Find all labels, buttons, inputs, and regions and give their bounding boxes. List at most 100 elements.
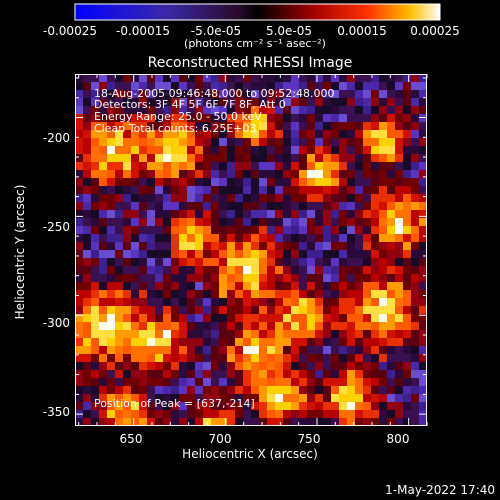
image-pixel (131, 154, 139, 162)
image-pixel (315, 202, 323, 210)
image-pixel (211, 154, 219, 162)
image-pixel (91, 226, 99, 234)
image-pixel (107, 370, 115, 378)
image-pixel (195, 226, 203, 234)
image-pixel (307, 282, 315, 290)
image-pixel (419, 130, 427, 138)
image-pixel (107, 194, 115, 202)
image-pixel (315, 362, 323, 370)
image-pixel (83, 258, 91, 266)
image-pixel (139, 282, 147, 290)
image-pixel (291, 194, 299, 202)
image-pixel (115, 282, 123, 290)
image-pixel (379, 282, 387, 290)
image-pixel (155, 322, 163, 330)
image-pixel (251, 82, 259, 90)
image-pixel (195, 386, 203, 394)
image-pixel (419, 306, 427, 314)
image-pixel (131, 354, 139, 362)
image-pixel (123, 338, 131, 346)
image-pixel (403, 258, 411, 266)
image-pixel (163, 178, 171, 186)
image-pixel (283, 370, 291, 378)
image-pixel (371, 210, 379, 218)
image-pixel (379, 258, 387, 266)
image-pixel (139, 306, 147, 314)
image-pixel (419, 170, 427, 178)
image-pixel (283, 362, 291, 370)
image-pixel (99, 378, 107, 386)
image-pixel (395, 218, 403, 226)
image-pixel (267, 298, 275, 306)
image-pixel (363, 106, 371, 114)
image-pixel (195, 98, 203, 106)
image-pixel (187, 218, 195, 226)
image-pixel (235, 234, 243, 242)
image-pixel (347, 146, 355, 154)
image-pixel (99, 106, 107, 114)
image-pixel (339, 98, 347, 106)
image-pixel (227, 242, 235, 250)
image-pixel (355, 362, 363, 370)
image-pixel (403, 98, 411, 106)
image-pixel (419, 258, 427, 266)
image-pixel (75, 242, 83, 250)
image-pixel (115, 202, 123, 210)
image-pixel (403, 178, 411, 186)
image-pixel (371, 314, 379, 322)
image-pixel (195, 298, 203, 306)
image-pixel (347, 178, 355, 186)
image-pixel (211, 386, 219, 394)
image-pixel (99, 250, 107, 258)
image-pixel (75, 138, 83, 146)
image-pixel (411, 202, 419, 210)
image-pixel (75, 282, 83, 290)
image-pixel (339, 218, 347, 226)
image-pixel (291, 210, 299, 218)
image-pixel (339, 314, 347, 322)
image-pixel (91, 74, 99, 82)
image-pixel (267, 314, 275, 322)
image-pixel (139, 210, 147, 218)
image-pixel (387, 322, 395, 330)
image-pixel (99, 338, 107, 346)
image-pixel (307, 274, 315, 282)
image-pixel (411, 186, 419, 194)
image-pixel (267, 370, 275, 378)
image-pixel (411, 258, 419, 266)
image-pixel (155, 274, 163, 282)
image-pixel (171, 306, 179, 314)
image-pixel (355, 290, 363, 298)
image-pixel (155, 370, 163, 378)
image-pixel (315, 410, 323, 418)
image-pixel (139, 402, 147, 410)
image-pixel (347, 130, 355, 138)
image-pixel (187, 394, 195, 402)
image-pixel (139, 314, 147, 322)
image-pixel (259, 146, 267, 154)
image-pixel (395, 370, 403, 378)
image-pixel (171, 74, 179, 82)
image-pixel (291, 386, 299, 394)
image-pixel (107, 362, 115, 370)
image-pixel (411, 306, 419, 314)
image-pixel (219, 138, 227, 146)
image-pixel (299, 162, 307, 170)
image-pixel (243, 266, 251, 274)
image-pixel (251, 146, 259, 154)
image-pixel (171, 162, 179, 170)
image-pixel (163, 202, 171, 210)
image-pixel (155, 98, 163, 106)
image-pixel (259, 290, 267, 298)
image-pixel (347, 298, 355, 306)
image-pixel (107, 282, 115, 290)
image-pixel (91, 106, 99, 114)
image-pixel (355, 74, 363, 82)
image-pixel (251, 258, 259, 266)
image-pixel (283, 378, 291, 386)
image-pixel (99, 218, 107, 226)
image-pixel (331, 410, 339, 418)
image-pixel (235, 210, 243, 218)
image-pixel (315, 98, 323, 106)
image-pixel (91, 322, 99, 330)
